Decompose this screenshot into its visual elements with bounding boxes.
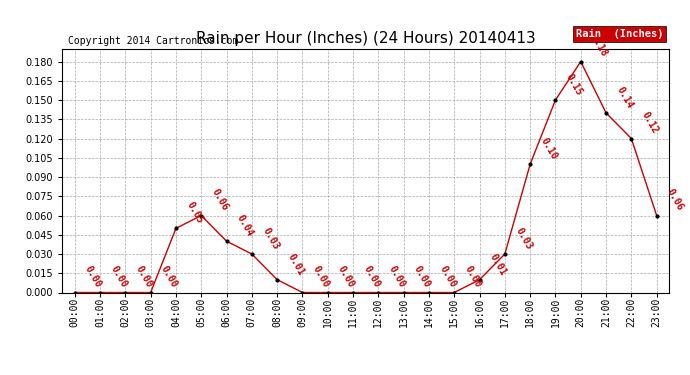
Title: Rain per Hour (Inches) (24 Hours) 20140413: Rain per Hour (Inches) (24 Hours) 201404…: [196, 31, 535, 46]
Text: 0.00: 0.00: [462, 264, 483, 290]
Text: 0.01: 0.01: [488, 252, 509, 277]
Text: 0.00: 0.00: [134, 264, 154, 290]
Text: 0.06: 0.06: [665, 188, 685, 213]
Text: 0.00: 0.00: [412, 264, 433, 290]
Text: 0.03: 0.03: [513, 226, 533, 251]
Text: Rain  (Inches): Rain (Inches): [575, 29, 663, 39]
Text: 0.10: 0.10: [538, 136, 559, 161]
Text: 0.15: 0.15: [564, 72, 584, 97]
Text: 0.14: 0.14: [614, 85, 635, 110]
Text: 0.00: 0.00: [108, 264, 129, 290]
Text: 0.00: 0.00: [83, 264, 104, 290]
Text: 0.03: 0.03: [260, 226, 281, 251]
Text: 0.00: 0.00: [159, 264, 179, 290]
Text: 0.00: 0.00: [437, 264, 457, 290]
Text: 0.00: 0.00: [310, 264, 331, 290]
Text: Copyright 2014 Cartronics.com: Copyright 2014 Cartronics.com: [68, 36, 239, 46]
Text: 0.06: 0.06: [210, 188, 230, 213]
Text: 0.00: 0.00: [386, 264, 407, 290]
Text: 0.18: 0.18: [589, 33, 609, 59]
Text: 0.04: 0.04: [235, 213, 255, 238]
Text: 0.01: 0.01: [286, 252, 306, 277]
Text: 0.00: 0.00: [362, 264, 382, 290]
Text: 0.12: 0.12: [640, 110, 660, 136]
Text: 0.00: 0.00: [336, 264, 357, 290]
Text: 0.05: 0.05: [184, 200, 205, 226]
